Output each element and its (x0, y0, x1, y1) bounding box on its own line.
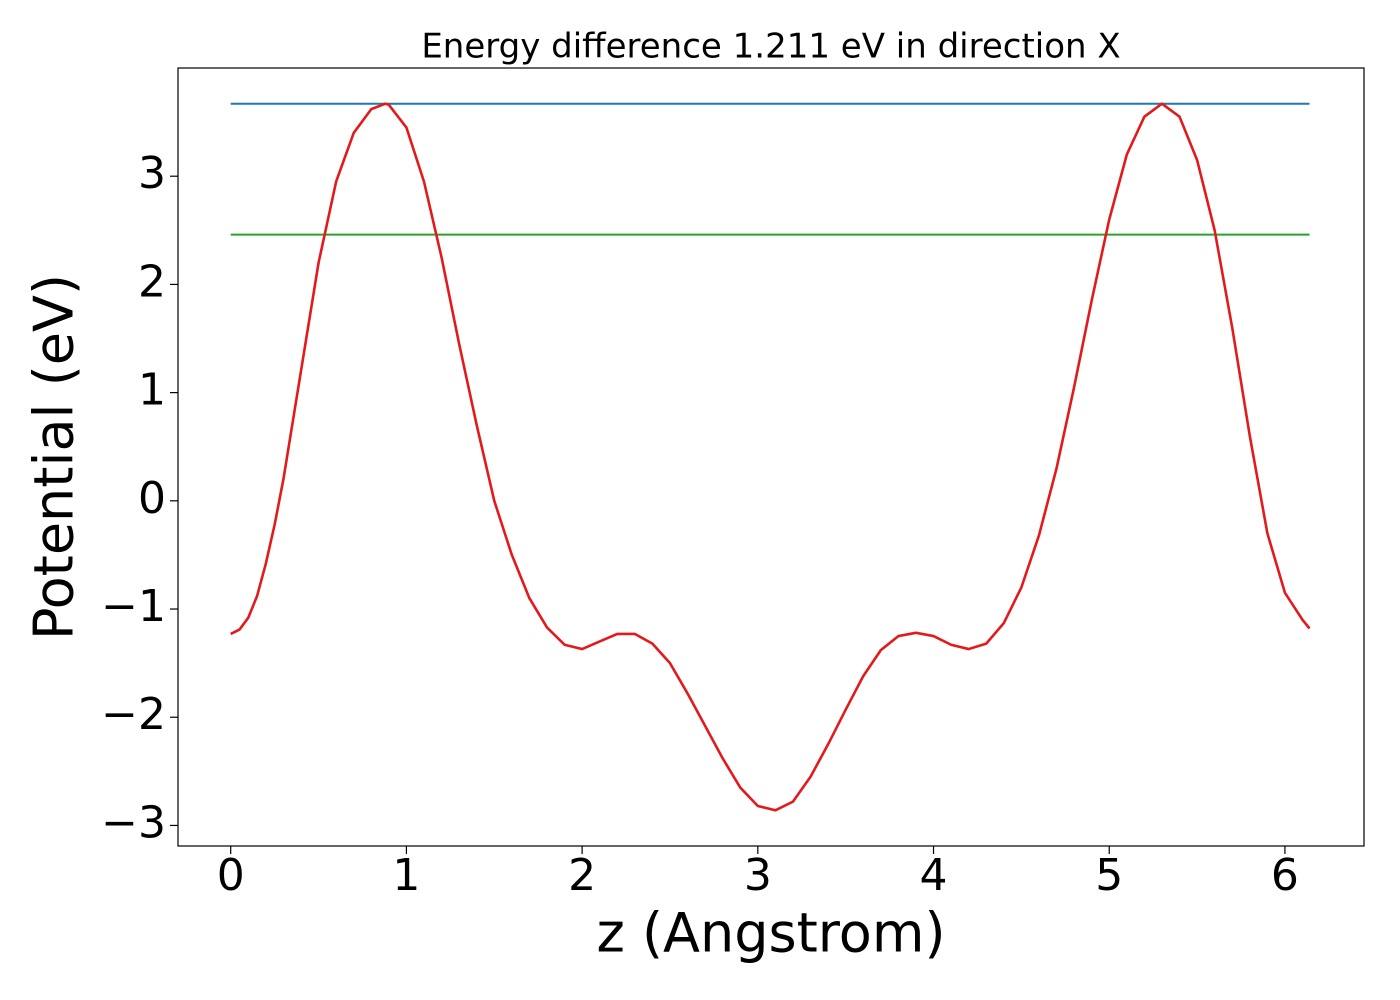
y-tick-label: −1 (101, 581, 166, 632)
x-tick-label: 2 (568, 850, 596, 901)
x-tick-label: 6 (1271, 850, 1299, 901)
x-tick-label: 0 (217, 850, 245, 901)
chart-title: Energy difference 1.211 eV in direction … (421, 27, 1120, 67)
y-tick-label: 2 (138, 256, 166, 307)
plot-frame (177, 67, 1365, 847)
data-line (230, 102, 1311, 812)
x-axis-label: z (Angstrom) (596, 902, 945, 965)
y-tick-label: 3 (138, 148, 166, 199)
x-tick-label: 1 (392, 850, 420, 901)
y-tick-label: −2 (101, 689, 166, 740)
y-tick-label: 1 (138, 365, 166, 416)
y-axis-label: Potential (eV) (23, 274, 86, 640)
x-tick-label: 4 (920, 850, 948, 901)
y-tick-label: 0 (138, 473, 166, 524)
x-tick-label: 5 (1095, 850, 1123, 901)
x-tick-label: 3 (744, 850, 772, 901)
y-tick-label: −3 (101, 797, 166, 848)
